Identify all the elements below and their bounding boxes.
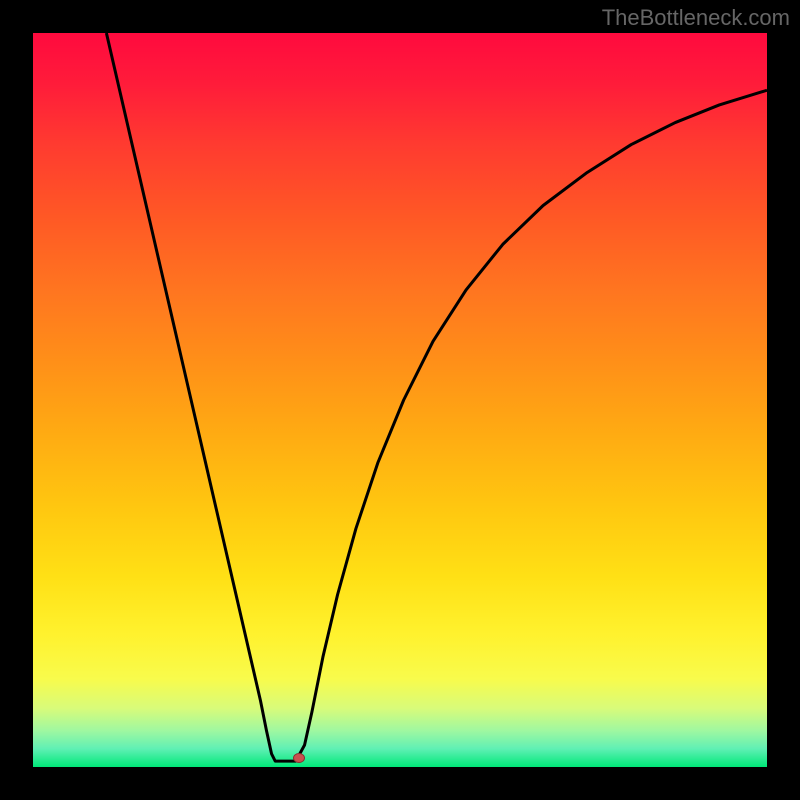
minimum-marker <box>293 753 305 763</box>
chart-container: TheBottleneck.com <box>0 0 800 800</box>
watermark-text: TheBottleneck.com <box>602 5 790 31</box>
curve-svg <box>33 33 767 767</box>
plot-area <box>33 33 767 767</box>
bottleneck-curve <box>106 33 767 761</box>
